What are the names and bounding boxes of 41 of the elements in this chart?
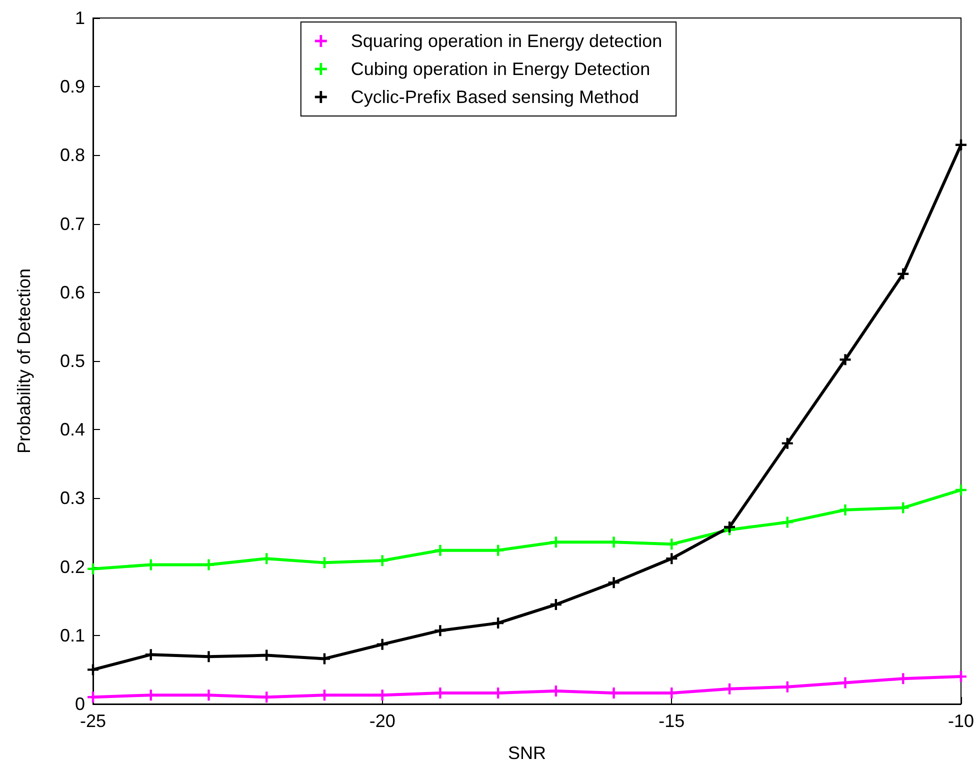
y-tick-label: 0.8 (60, 145, 85, 166)
y-tick-label: 0.7 (60, 214, 85, 234)
y-tick-label: 0.2 (60, 556, 85, 577)
point (88, 664, 98, 676)
point (898, 268, 909, 280)
x-tick-label: -10 (948, 711, 974, 731)
y-tick-label: 0.6 (60, 282, 85, 302)
point (955, 139, 966, 150)
y-tick-label: 0.5 (60, 351, 85, 371)
point (261, 692, 272, 703)
point (608, 577, 620, 588)
point (782, 516, 793, 528)
point (840, 354, 851, 366)
x-tick-label: -15 (658, 711, 685, 731)
point (782, 438, 793, 449)
point (318, 557, 330, 568)
legend-label: Cubing operation in Energy Detection (350, 59, 650, 79)
y-tick-label: 0.9 (60, 76, 85, 97)
point (666, 553, 678, 564)
point (666, 538, 678, 550)
legend-label: Squaring operation in Energy detection (350, 31, 662, 51)
point (434, 625, 446, 636)
y-tick-label: 1 (74, 8, 85, 28)
point (88, 692, 98, 703)
y-tick-label: 0.3 (60, 488, 85, 508)
point (550, 685, 562, 696)
legend-label: Cyclic-Prefix Based sensing Method (350, 87, 640, 107)
point (550, 599, 562, 610)
x-tick-label: -20 (369, 711, 396, 731)
point (376, 638, 388, 650)
point (724, 522, 736, 533)
y-tick-label: 0.4 (60, 420, 85, 440)
y-axis-title: Probability of Detection (14, 268, 34, 454)
y-tick-label: 0.1 (60, 625, 85, 646)
x-tick-label: -25 (80, 711, 106, 731)
point (840, 677, 851, 688)
x-axis-title: SNR (508, 743, 546, 763)
point (318, 653, 330, 664)
point (492, 618, 504, 629)
y-tick-label: 0 (74, 694, 85, 714)
point (955, 484, 966, 496)
